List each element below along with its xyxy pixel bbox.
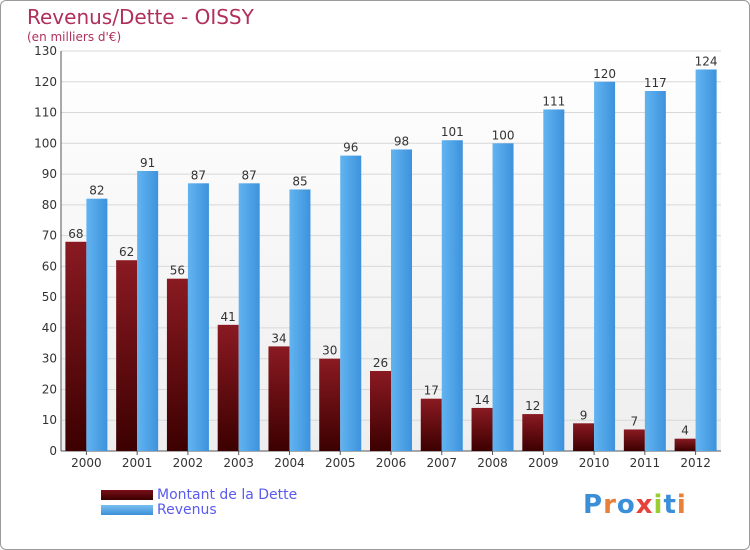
x-tick-label: 2011 — [630, 456, 661, 470]
chart-title: Revenus/Dette - OISSY — [27, 5, 254, 29]
bar-debt — [268, 346, 290, 451]
logo-letter: i — [653, 490, 664, 520]
x-tick-label: 2005 — [325, 456, 356, 470]
bar-revenus — [695, 69, 717, 451]
bar-revenus — [86, 198, 108, 451]
y-tick-label: 0 — [49, 444, 57, 458]
x-tick-label: 2007 — [426, 456, 457, 470]
x-tick-label: 2000 — [71, 456, 102, 470]
y-tick-label: 100 — [34, 136, 57, 150]
bar-revenus — [238, 183, 260, 452]
bar-debt — [65, 241, 87, 451]
bar-debt — [217, 324, 239, 451]
bar-debt — [370, 371, 391, 451]
data-label-debt: 4 — [681, 424, 689, 438]
x-tick-label: 2008 — [477, 456, 508, 470]
y-tick-label: 10 — [42, 413, 57, 427]
logo-letter: P — [583, 490, 604, 520]
y-tick-label: 130 — [34, 44, 57, 58]
data-label-debt: 30 — [322, 344, 337, 358]
logo-letter: o — [616, 490, 636, 520]
y-tick-label: 80 — [42, 198, 57, 212]
y-tick-label: 70 — [42, 229, 57, 243]
bar-revenus — [340, 155, 362, 451]
data-label-debt: 14 — [474, 393, 489, 407]
proxiti-logo: Proxiti — [583, 490, 687, 520]
bar-revenus — [441, 140, 463, 451]
y-tick-label: 60 — [42, 259, 57, 273]
data-label-debt: 9 — [580, 408, 588, 422]
bar-revenus — [644, 91, 666, 451]
x-tick-label: 2002 — [173, 456, 204, 470]
bar-revenus — [391, 149, 412, 451]
bar-revenus — [187, 183, 209, 452]
bar-revenus — [289, 189, 311, 451]
logo-letter: r — [603, 490, 617, 520]
bar-debt — [623, 429, 645, 451]
data-label-revenus: 100 — [492, 128, 515, 142]
data-label-debt: 34 — [271, 331, 286, 345]
data-label-revenus: 96 — [343, 141, 358, 155]
legend-swatch-debt — [101, 489, 153, 500]
legend-label-revenus: Revenus — [157, 501, 217, 518]
data-label-revenus: 111 — [542, 94, 565, 108]
y-tick-label: 20 — [42, 382, 57, 396]
bar-debt — [166, 278, 188, 451]
x-tick-label: 2004 — [274, 456, 305, 470]
data-label-revenus: 98 — [394, 134, 409, 148]
x-tick-label: 2006 — [376, 456, 407, 470]
x-tick-label: 2003 — [223, 456, 254, 470]
data-label-revenus: 117 — [644, 76, 667, 90]
data-label-debt: 7 — [631, 414, 639, 428]
y-tick-label: 40 — [42, 321, 57, 335]
data-label-revenus: 87 — [242, 168, 257, 182]
legend-label-debt: Montant de la Dette — [157, 486, 298, 503]
bar-revenus — [137, 171, 159, 451]
bar-debt — [319, 358, 341, 451]
x-tick-label: 2010 — [579, 456, 610, 470]
data-label-debt: 12 — [525, 399, 540, 413]
bar-revenus — [543, 109, 565, 451]
logo-letter: t — [663, 490, 677, 520]
x-tick-label: 2012 — [680, 456, 711, 470]
bar-revenus — [492, 143, 514, 452]
legend-item-debt: Montant de la Dette — [101, 486, 298, 503]
bar-debt — [471, 407, 493, 451]
y-tick-label: 110 — [34, 106, 57, 120]
data-label-revenus: 85 — [292, 174, 307, 188]
chart-subtitle: (en milliers d'€) — [27, 30, 122, 44]
bar-debt — [420, 398, 442, 451]
logo-letter: i — [676, 490, 687, 520]
data-label-revenus: 101 — [441, 125, 464, 139]
data-label-revenus: 124 — [695, 54, 718, 68]
data-label-revenus: 82 — [89, 184, 104, 198]
y-tick-label: 30 — [42, 352, 57, 366]
legend-swatch-revenus — [101, 504, 153, 515]
data-label-debt: 68 — [68, 227, 83, 241]
bar-debt — [522, 414, 544, 451]
bar-debt — [116, 260, 138, 451]
data-label-revenus: 120 — [593, 67, 616, 81]
y-tick-label: 90 — [42, 167, 57, 181]
data-label-revenus: 87 — [191, 168, 206, 182]
y-tick-label: 50 — [42, 290, 57, 304]
data-label-debt: 62 — [119, 245, 134, 259]
data-label-revenus: 91 — [140, 156, 155, 170]
data-label-debt: 41 — [221, 310, 236, 324]
data-label-debt: 17 — [424, 384, 439, 398]
y-tick-label: 120 — [34, 75, 57, 89]
x-tick-label: 2001 — [122, 456, 153, 470]
legend-item-revenus: Revenus — [101, 501, 297, 518]
x-tick-label: 2009 — [528, 456, 559, 470]
bar-debt — [573, 423, 595, 451]
logo-letter: x — [635, 490, 654, 520]
bar-debt — [674, 438, 696, 451]
data-label-debt: 56 — [170, 264, 185, 278]
data-label-debt: 26 — [373, 356, 388, 370]
legend: Montant de la Dette Revenus — [101, 486, 298, 518]
bar-revenus — [594, 81, 616, 452]
